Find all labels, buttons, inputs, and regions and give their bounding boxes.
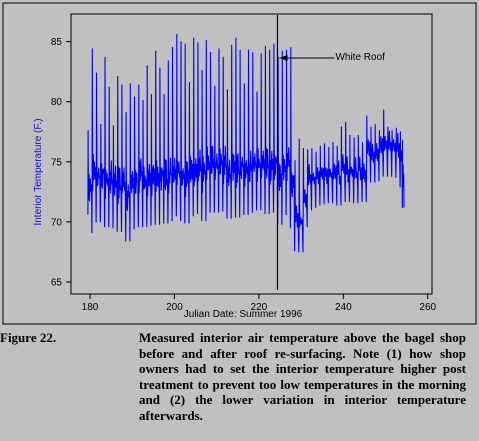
y-tick-label: 65 [51,277,63,288]
y-tick-label: 85 [51,37,63,48]
chart-frame: 180 200 220 240 260 65 70 75 80 85 White Roof Jul… [2,2,477,325]
event-arrow-head [279,55,288,61]
y-axis-label: Interior Temperature (F.) [33,118,44,225]
x-tick-label: 200 [166,302,183,313]
x-tick-label: 260 [419,302,436,313]
caption-text: Measured interior air temperature above … [139,330,466,423]
x-axis-label: Julian Date: Summer 1996 [184,309,303,320]
temperature-series-line [87,33,405,253]
y-tick-label: 70 [51,217,63,228]
x-tick-label: 220 [251,302,268,313]
y-tick-label: 80 [51,97,63,108]
temperature-chart: 180 200 220 240 260 65 70 75 80 85 White Roof Jul… [2,2,477,325]
y-tick-label: 75 [51,157,63,168]
x-tick-label: 240 [335,302,352,313]
x-tick-label: 180 [82,302,99,313]
event-label: White Roof [335,52,385,63]
figure-label: Figure 22. [0,330,57,345]
